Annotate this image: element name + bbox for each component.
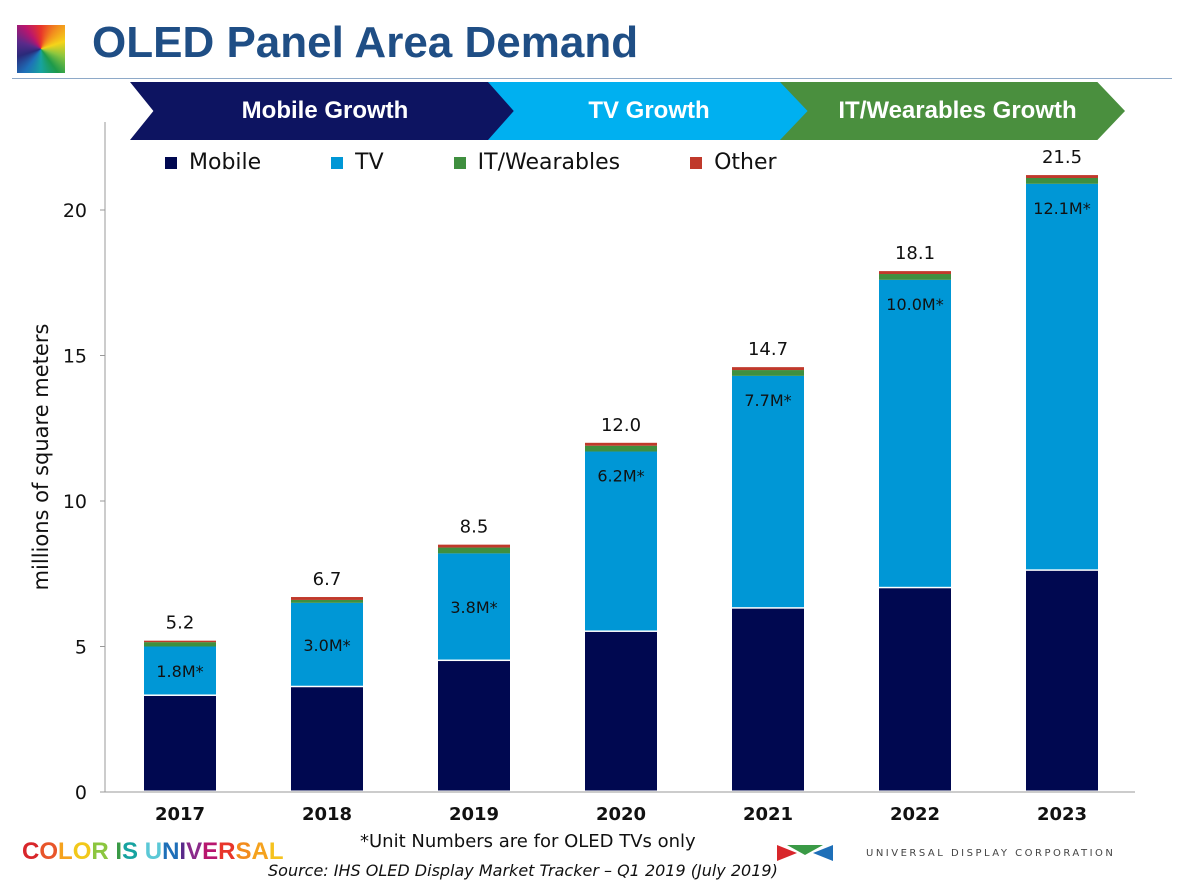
bar-mobile-2018 [291, 687, 363, 791]
bar-mobile-2023 [1026, 570, 1098, 791]
title-divider [12, 78, 1172, 79]
y-tick-label: 20 [63, 200, 87, 222]
source-note: Source: IHS OLED Display Market Tracker … [268, 861, 778, 880]
total-label: 12.0 [601, 415, 641, 436]
bar-tv-2022 [879, 279, 951, 587]
bar-other-2017 [144, 640, 216, 643]
bar-mobile-2017 [144, 695, 216, 791]
legend-swatch [165, 156, 177, 169]
bar-other-2020 [585, 442, 657, 446]
bar-it-wearables-2019 [438, 547, 510, 554]
y-tick-label: 15 [63, 346, 87, 368]
phase-mobile-growth: Mobile Growth [130, 82, 520, 140]
phase-it-wearables-growth: IT/Wearables Growth [780, 82, 1125, 140]
bar-it-wearables-2021 [732, 370, 804, 376]
total-label: 6.7 [313, 569, 342, 590]
y-tick-label: 0 [75, 782, 87, 804]
x-tick-label: 2023 [1037, 804, 1087, 825]
legend-item-it-wearables: IT/Wearables [453, 150, 621, 175]
tv-unit-label: 3.0M* [303, 636, 350, 655]
y-tick-label: 10 [63, 491, 87, 513]
tv-unit-label: 6.2M* [597, 467, 644, 486]
legend-label: Mobile [189, 150, 262, 175]
bar-other-2018 [291, 597, 363, 600]
tv-unit-label: 10.0M* [886, 295, 943, 314]
bar-it-wearables-2022 [879, 274, 951, 280]
legend-label: TV [355, 150, 384, 175]
legend-item-tv: TV [331, 150, 384, 175]
bar-mobile-2020 [585, 631, 657, 791]
bar-tv-2021 [732, 375, 804, 608]
x-tick-label: 2019 [449, 804, 499, 825]
x-tick-label: 2017 [155, 804, 205, 825]
udc-logo-icon [777, 845, 833, 861]
y-tick-label: 5 [75, 637, 87, 659]
page-title: OLED Panel Area Demand [92, 18, 639, 67]
tv-unit-label: 7.7M* [744, 391, 791, 410]
legend-item-mobile: Mobile [165, 150, 261, 175]
bar-it-wearables-2023 [1026, 177, 1098, 184]
bar-other-2023 [1026, 175, 1098, 178]
total-label: 21.5 [1042, 147, 1082, 168]
legend-label: Other [714, 150, 777, 175]
tv-unit-label: 1.8M* [156, 662, 203, 681]
x-tick-label: 2021 [743, 804, 793, 825]
bar-it-wearables-2018 [291, 599, 363, 603]
tv-unit-label: 12.1M* [1033, 199, 1090, 218]
bar-tv-2018 [291, 602, 363, 686]
legend-swatch [690, 156, 703, 169]
y-axis-label: millions of square meters [29, 324, 53, 591]
tv-unit-label: 3.8M* [450, 598, 497, 617]
total-label: 18.1 [895, 243, 935, 264]
total-label: 5.2 [166, 613, 195, 634]
legend-item-other: Other [690, 150, 777, 175]
legend-label: IT/Wearables [477, 150, 621, 175]
x-tick-label: 2018 [302, 804, 352, 825]
bar-it-wearables-2020 [585, 445, 657, 452]
bar-other-2022 [879, 271, 951, 275]
total-label: 14.7 [748, 339, 788, 360]
bar-mobile-2019 [438, 661, 510, 791]
bar-it-wearables-2017 [144, 642, 216, 647]
phase-tv-growth: TV Growth [488, 82, 810, 140]
bar-tv-2023 [1026, 183, 1098, 570]
bar-other-2019 [438, 544, 510, 548]
bar-tv-2020 [585, 451, 657, 631]
x-tick-label: 2022 [890, 804, 940, 825]
legend-swatch [331, 156, 344, 169]
bar-mobile-2022 [879, 588, 951, 791]
bar-other-2021 [732, 367, 804, 371]
legend-swatch [453, 156, 466, 169]
color-is-universal-logo: COLOR IS UNIVERSAL [22, 838, 284, 865]
legend: Mobile TV IT/Wearables Other [165, 150, 847, 175]
bar-mobile-2021 [732, 608, 804, 791]
x-tick-label: 2020 [596, 804, 646, 825]
company-name: UNIVERSAL DISPLAY CORPORATION [866, 848, 1116, 859]
bar-tv-2017 [144, 646, 216, 695]
color-wheel-logo [17, 25, 65, 73]
bar-tv-2019 [438, 553, 510, 660]
total-label: 8.5 [460, 517, 489, 538]
footnote: *Unit Numbers are for OLED TVs only [360, 831, 696, 852]
